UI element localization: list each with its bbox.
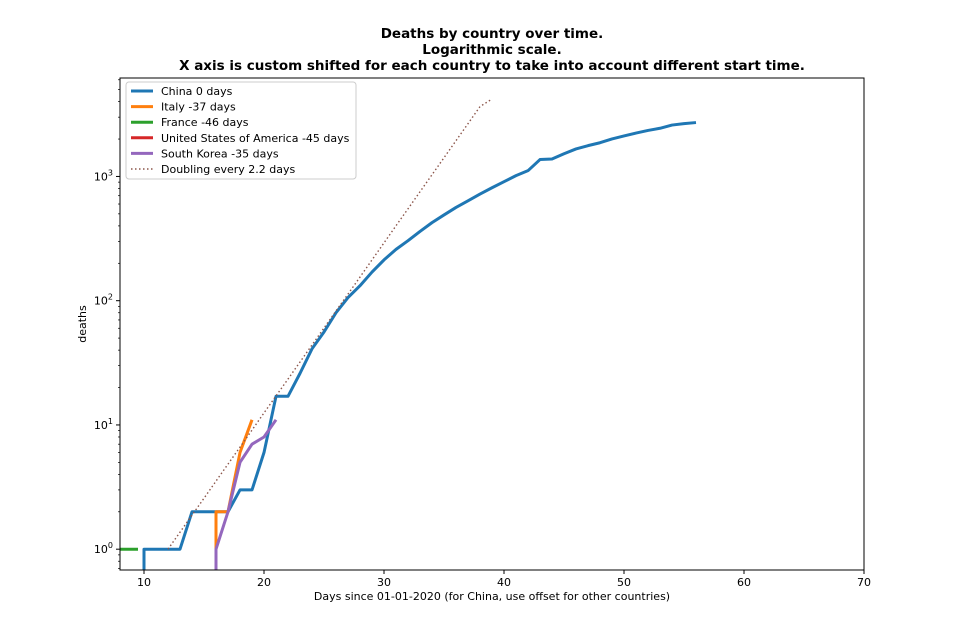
legend-label-france-46-days: France -46 days (161, 116, 249, 129)
legend-box (125, 81, 357, 180)
x-tick-label: 30 (377, 576, 391, 589)
y-tick-label: 101 (94, 417, 113, 432)
legend-label-south-korea-35-days: South Korea -35 days (161, 147, 279, 160)
legend-label-china-0-days: China 0 days (161, 85, 233, 98)
legend-label-italy-37-days: Italy -37 days (161, 101, 236, 114)
plot-frame (119, 77, 865, 571)
y-tick-label: 103 (94, 168, 113, 183)
legend: China 0 days Italy -37 days France -46 day… (125, 81, 357, 180)
x-axis-ticks: 10 20 30 40 50 60 70 (137, 570, 871, 589)
x-tick-label: 60 (737, 576, 751, 589)
x-tick-label: 70 (857, 576, 871, 589)
x-tick-label: 40 (497, 576, 511, 589)
y-tick-label: 102 (94, 293, 113, 308)
y-axis-ticks: 100 101 102 103 (94, 79, 120, 569)
x-tick-label: 50 (617, 576, 631, 589)
series-line-doubling-every-2-2-days (167, 98, 493, 550)
x-axis-label: Days since 01-01-2020 (for China, use of… (314, 590, 670, 603)
x-tick-label: 20 (257, 576, 271, 589)
x-tick-label: 10 (137, 576, 151, 589)
chart-title: Deaths by country over time. Logarithmic… (179, 26, 805, 74)
y-tick-label: 100 (94, 541, 113, 556)
y-axis-label: deaths (76, 305, 89, 343)
legend-entries: China 0 days Italy -37 days France -46 day… (131, 85, 350, 176)
legend-label-united-states-of-america-45-days: United States of America -45 days (161, 132, 350, 145)
chart-title-line-1: Deaths by country over time. (381, 26, 604, 42)
chart-title-line-2: Logarithmic scale. (422, 42, 561, 58)
legend-label-doubling-every-2-2-days: Doubling every 2.2 days (161, 163, 296, 176)
series-layer (120, 98, 697, 570)
chart-title-line-3: X axis is custom shifted for each countr… (179, 58, 805, 74)
series-line-south-korea-35-days (214, 418, 278, 570)
